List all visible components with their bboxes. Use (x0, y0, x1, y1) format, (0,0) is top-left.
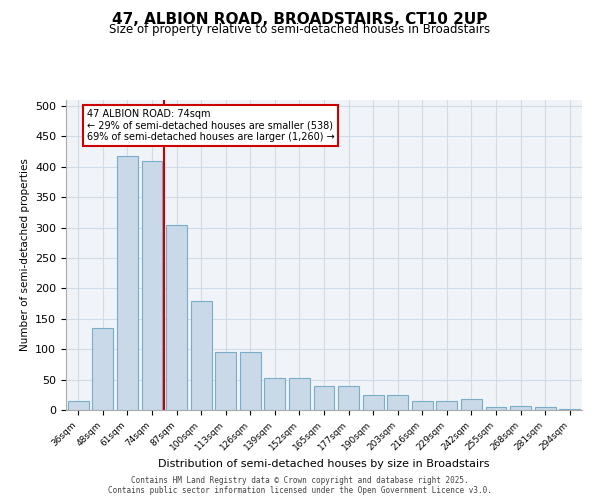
Text: 47 ALBION ROAD: 74sqm
← 29% of semi-detached houses are smaller (538)
69% of sem: 47 ALBION ROAD: 74sqm ← 29% of semi-deta… (86, 110, 334, 142)
Bar (338, 386, 359, 410)
Bar (510, 406, 531, 410)
Bar (362, 395, 383, 410)
Bar (461, 399, 482, 410)
Bar (289, 378, 310, 410)
Bar (142, 161, 163, 410)
Y-axis label: Number of semi-detached properties: Number of semi-detached properties (20, 158, 29, 352)
Bar (559, 409, 580, 410)
Text: 47, ALBION ROAD, BROADSTAIRS, CT10 2UP: 47, ALBION ROAD, BROADSTAIRS, CT10 2UP (112, 12, 488, 28)
Bar (265, 378, 286, 410)
Text: Contains HM Land Registry data © Crown copyright and database right 2025.
Contai: Contains HM Land Registry data © Crown c… (108, 476, 492, 495)
Bar (215, 352, 236, 410)
Bar (412, 401, 433, 410)
Bar (92, 328, 113, 410)
Bar (436, 401, 457, 410)
Text: Size of property relative to semi-detached houses in Broadstairs: Size of property relative to semi-detach… (109, 22, 491, 36)
Bar (535, 407, 556, 410)
Bar (387, 395, 408, 410)
X-axis label: Distribution of semi-detached houses by size in Broadstairs: Distribution of semi-detached houses by … (158, 459, 490, 469)
Bar (240, 352, 261, 410)
Bar (166, 224, 187, 410)
Bar (117, 156, 138, 410)
Bar (191, 300, 212, 410)
Bar (485, 407, 506, 410)
Bar (314, 386, 334, 410)
Bar (68, 401, 89, 410)
